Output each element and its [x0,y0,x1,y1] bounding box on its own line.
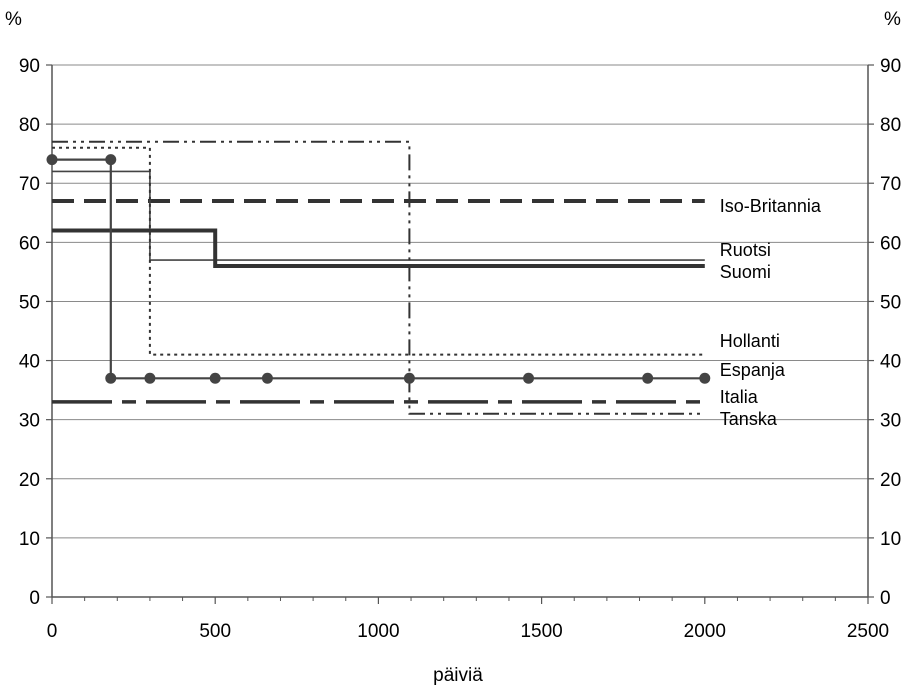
y-tick-label-left-20: 20 [19,470,40,491]
y-tick-label-right-70: 70 [880,174,901,195]
series-label-suomi: Suomi [720,262,771,282]
y-tick-label-right-0: 0 [880,588,891,609]
x-tick-label-2000: 2000 [684,621,726,642]
series-label-tanska: Tanska [720,409,778,429]
y-tick-label-right-20: 20 [880,470,901,491]
marker-espanja [209,372,221,384]
y-tick-label-left-30: 30 [19,411,40,432]
series-label-iso-britannia: Iso-Britannia [720,196,822,216]
y-tick-label-right-30: 30 [880,411,901,432]
y-unit-left: % [5,9,22,30]
marker-espanja [699,372,711,384]
x-tick-label-2500: 2500 [847,621,889,642]
y-tick-label-left-40: 40 [19,352,40,373]
series-line-ruotsi [52,170,705,261]
series-line-tanska [52,140,705,415]
marker-espanja [144,372,156,384]
y-tick-label-right-90: 90 [880,56,901,77]
y-tick-label-left-50: 50 [19,292,40,313]
series-line-suomi [52,228,705,268]
x-tick-label-1500: 1500 [520,621,562,642]
y-tick-label-right-60: 60 [880,233,901,254]
series-label-espanja: Espanja [720,360,786,380]
marker-espanja [261,372,273,384]
series-line-hollanti [52,146,705,356]
y-tick-label-left-0: 0 [29,588,40,609]
y-tick-label-left-70: 70 [19,174,40,195]
x-tick-label-1000: 1000 [357,621,399,642]
x-axis-title: päiviä [433,665,483,686]
y-tick-label-left-80: 80 [19,115,40,136]
series-label-italia: Italia [720,387,759,407]
x-tick-label-0: 0 [47,621,58,642]
gridlines [52,64,868,539]
y-tick-label-left-60: 60 [19,233,40,254]
series-label-ruotsi: Ruotsi [720,240,771,260]
x-tick-label-500: 500 [199,621,231,642]
y-tick-label-left-90: 90 [19,56,40,77]
y-tick-label-left-10: 10 [19,529,40,550]
y-tick-label-right-10: 10 [880,529,901,550]
marker-espanja [105,372,117,384]
marker-espanja [105,154,117,166]
series-label-hollanti: Hollanti [720,331,780,351]
marker-espanja [403,372,415,384]
y-unit-right: % [884,9,901,30]
y-tick-label-right-80: 80 [880,115,901,136]
y-tick-label-right-50: 50 [880,292,901,313]
series-markers [46,154,711,384]
y-tick-label-right-40: 40 [880,352,901,373]
marker-espanja [46,154,58,166]
marker-espanja [642,372,654,384]
marker-espanja [523,372,535,384]
